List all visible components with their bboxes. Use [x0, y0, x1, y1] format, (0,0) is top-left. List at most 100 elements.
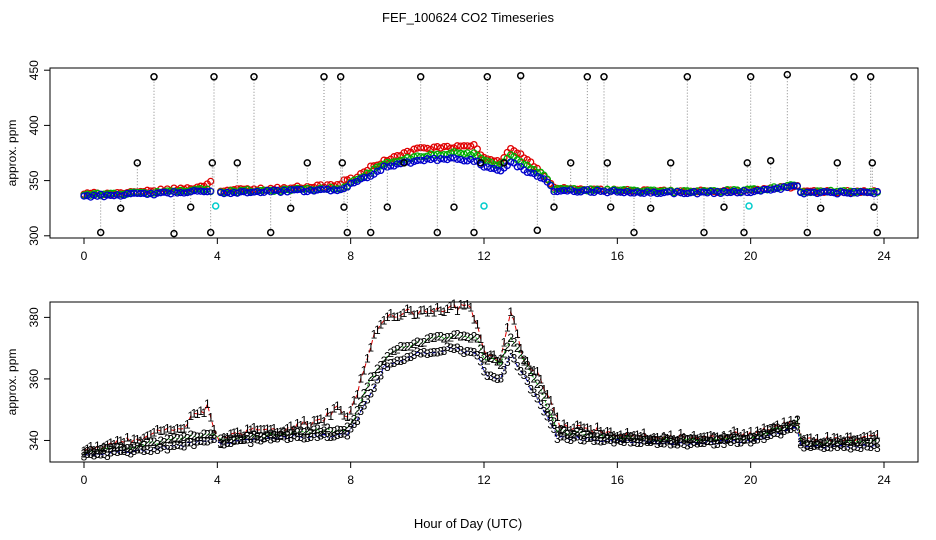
- top-c0000cc-point: [457, 155, 465, 164]
- top-x-tick-label: 8: [347, 249, 354, 263]
- bottom-series-1-marker: 1: [847, 430, 854, 444]
- bottom-series-3-marker: 3: [557, 430, 564, 444]
- bottom-series-3-marker: 3: [271, 431, 278, 445]
- top-y-axis-label: approx. ppm: [5, 120, 19, 187]
- top-c0000cc-point: [640, 189, 648, 197]
- bottom-series-2-marker: 2: [851, 433, 858, 447]
- bottom-series-2-marker: 2: [777, 422, 784, 436]
- bottom-series-2-marker: 2: [194, 430, 201, 444]
- bottom-series-1-marker: 1: [444, 302, 451, 316]
- bottom-series-1-marker: 1: [587, 422, 594, 436]
- bottom-series-1-marker: 1: [707, 429, 714, 443]
- top-c0000cc-point: [587, 188, 595, 196]
- top-c0000cc-point: [653, 189, 661, 198]
- bottom-series-2-marker: 2: [304, 424, 311, 438]
- top-c00b000-point: [283, 185, 291, 194]
- bottom-series-1-marker: 1: [564, 419, 571, 433]
- top-ce00000-point: [370, 162, 378, 170]
- top-black-spike-point: [96, 228, 105, 237]
- bottom-series-1-marker: 1: [804, 431, 811, 445]
- top-black-spike-point: [740, 228, 748, 237]
- bottom-series-2-marker: 2: [434, 329, 441, 343]
- top-y-tick-label: 400: [27, 115, 41, 135]
- bottom-series-3-marker: 3: [624, 432, 631, 446]
- bottom-series-2-marker: 2: [781, 420, 788, 434]
- top-c0000cc-point: [790, 182, 798, 190]
- bottom-series-3-marker: 3: [587, 431, 594, 445]
- bottom-series-2-marker: 2: [814, 437, 821, 451]
- bottom-series-3-marker: 3: [107, 446, 114, 460]
- top-c0000cc-point: [553, 187, 561, 196]
- top-cyan-point: [745, 202, 753, 210]
- bottom-series-3-marker: 3: [627, 436, 634, 450]
- bottom-series-1-marker: 1: [834, 431, 841, 445]
- bottom-series-1-marker: 1: [734, 426, 741, 440]
- bottom-series-3-marker: 3: [714, 437, 721, 451]
- bottom-series-1-marker: 1: [317, 412, 324, 426]
- top-c0000cc-point: [680, 189, 688, 198]
- bottom-series-1-marker: 1: [441, 305, 448, 319]
- bottom-series-2-marker: 2: [567, 427, 574, 441]
- top-ce00000-point: [487, 156, 495, 164]
- bottom-series-2-marker: 2: [127, 441, 134, 455]
- bottom-series-1-marker: 1: [591, 427, 598, 441]
- bottom-series-1-marker: 1: [717, 432, 724, 446]
- top-x-tick-label: 16: [611, 249, 625, 263]
- bottom-series-3-marker: 3: [277, 429, 284, 443]
- bottom-series-1-marker: 1: [617, 428, 624, 442]
- top-c0000cc-point: [123, 189, 131, 198]
- bottom-series-2-marker: 2: [754, 428, 761, 442]
- bottom-series-2-marker: 2: [437, 330, 444, 344]
- bottom-series-1-marker: 1: [851, 434, 858, 448]
- top-ce00000-point: [410, 145, 418, 153]
- bottom-series-1-marker: 1: [487, 348, 494, 362]
- top-black-spike-point: [338, 159, 347, 167]
- bottom-series-3-marker: 3: [727, 435, 734, 449]
- bottom-series-3-marker: 3: [481, 364, 488, 378]
- bottom-series-2-marker: 2: [861, 435, 868, 449]
- top-c0000cc-point: [810, 188, 818, 196]
- top-c0000cc-point: [843, 189, 851, 197]
- bottom-series-1-marker: 1: [657, 433, 664, 447]
- top-black-spike-point: [666, 159, 675, 167]
- top-black-spike-point: [206, 228, 215, 237]
- top-c0000cc-point: [447, 154, 455, 162]
- bottom-series-2-marker: 2: [724, 432, 731, 446]
- top-y-tick-label: 300: [27, 225, 41, 245]
- bottom-series-1-marker: 1: [767, 423, 774, 437]
- bottom-series-3-marker: 3: [117, 444, 124, 458]
- top-c0000cc-point: [613, 188, 621, 196]
- bottom-series-2-marker: 2: [431, 331, 438, 345]
- bottom-series-1-marker: 1: [254, 423, 261, 437]
- bottom-series-2-marker: 2: [87, 444, 94, 458]
- bottom-series-3-marker: 3: [441, 344, 448, 358]
- bottom-series-3-marker: 3: [94, 447, 101, 461]
- bottom-series-3-marker: 3: [237, 433, 244, 447]
- bottom-series-1-marker: 1: [417, 303, 424, 317]
- bottom-series-3-marker: 3: [747, 435, 754, 449]
- bottom-series-3-marker: 3: [421, 346, 428, 360]
- top-c0000cc-point: [223, 188, 231, 197]
- top-black-spike-point: [320, 73, 328, 81]
- bottom-series-3-marker: 3: [484, 369, 491, 383]
- bottom-series-1-marker: 1: [111, 438, 118, 452]
- top-black-spike-point: [483, 73, 492, 81]
- bottom-series-1-marker: 1: [747, 425, 754, 439]
- bottom-series-2-marker: 2: [547, 407, 554, 421]
- bottom-series-3-marker: 3: [327, 430, 334, 444]
- bottom-series-2-marker: 2: [664, 433, 671, 447]
- top-c0000cc-point: [643, 188, 651, 196]
- bottom-series-1-marker: 1: [494, 355, 501, 369]
- bottom-series-3-marker: 3: [707, 435, 714, 449]
- bottom-series-3-marker: 3: [494, 372, 501, 386]
- bottom-series-3-marker: 3: [671, 437, 678, 451]
- bottom-series-2-marker: 2: [537, 383, 544, 397]
- bottom-series-1-marker: 1: [867, 428, 874, 442]
- bottom-series-3-marker: 3: [247, 436, 254, 450]
- top-c0000cc-point: [440, 155, 448, 163]
- bottom-series-1-marker: 1: [751, 430, 758, 444]
- top-y-tick-label: 350: [27, 170, 41, 190]
- bottom-series-1-marker: 1: [667, 428, 674, 442]
- top-c0000cc-point: [827, 188, 835, 197]
- top-black-spike-point: [233, 159, 242, 167]
